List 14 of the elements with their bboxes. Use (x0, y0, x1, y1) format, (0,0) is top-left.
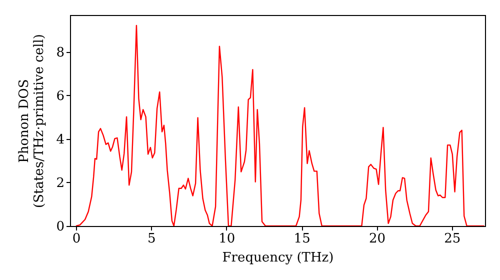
y-tick-label: 0 (56, 220, 64, 234)
y-tick-label: 2 (56, 176, 64, 191)
x-tick-label: 10 (218, 232, 236, 246)
line-series (75, 24, 485, 226)
y-tick-label: 4 (56, 132, 64, 148)
y-tick-label: 8 (56, 45, 64, 60)
y-tick-label: 6 (56, 88, 64, 104)
x-tick-label: 20 (368, 232, 386, 246)
x-tick-label: 5 (148, 232, 156, 246)
x-axis-title: Frequency (THz) (222, 250, 334, 266)
x-tick-label: 25 (444, 232, 461, 246)
y-axis-title: Phonon DOS (States/THz·primitive cell) (17, 34, 48, 208)
x-tick-label: 0 (72, 232, 81, 246)
x-tick-label: 15 (294, 232, 310, 246)
